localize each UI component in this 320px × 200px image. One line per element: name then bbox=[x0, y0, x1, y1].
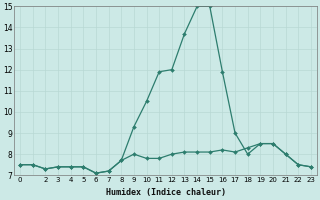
X-axis label: Humidex (Indice chaleur): Humidex (Indice chaleur) bbox=[106, 188, 226, 197]
